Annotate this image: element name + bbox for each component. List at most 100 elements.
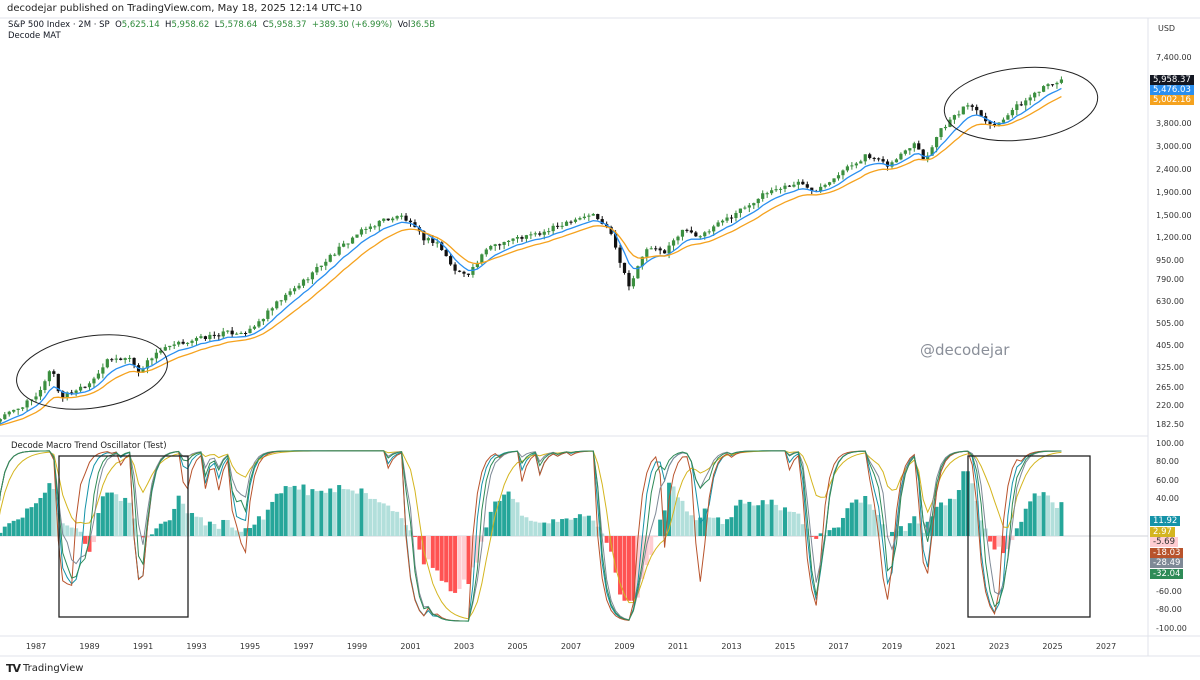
candle-body <box>899 153 903 160</box>
symbol-label[interactable]: S&P 500 Index · 2M · SP <box>8 20 110 30</box>
histogram-bar <box>127 502 132 536</box>
candle-body <box>694 232 698 237</box>
candle-body <box>74 390 78 393</box>
histogram-bar <box>274 493 279 536</box>
candle-body <box>836 175 841 179</box>
price-axis-label: 950.00 <box>1156 256 1184 266</box>
histogram-bar <box>198 517 203 536</box>
candle-body <box>992 123 997 126</box>
indicator-label[interactable]: Decode MAT <box>8 31 61 41</box>
histogram-bar <box>256 516 261 536</box>
candle-body <box>591 214 595 216</box>
candle-body <box>475 262 479 267</box>
histogram-bar <box>515 502 520 536</box>
histogram-bar <box>916 523 921 536</box>
histogram-bar <box>684 511 689 536</box>
histogram-bar <box>100 496 105 536</box>
candle-body <box>1010 109 1014 116</box>
candle-body <box>426 238 430 241</box>
histogram-bar <box>1014 528 1019 536</box>
candle-body <box>266 310 270 319</box>
candle-body <box>21 407 25 409</box>
histogram-bar <box>47 483 52 536</box>
candle-body <box>221 331 225 337</box>
histogram-bar <box>377 502 382 536</box>
candle-body <box>988 121 992 124</box>
candle-body <box>1041 86 1046 92</box>
price-axis-label: 790.00 <box>1156 274 1184 284</box>
candle-body <box>943 126 948 129</box>
osc-value-tag: -5.69 <box>1150 537 1178 548</box>
tradingview-logo[interactable]: TV TradingView <box>6 662 83 675</box>
histogram-bar <box>907 523 912 536</box>
histogram-bar <box>667 482 672 536</box>
histogram-bar <box>988 536 993 542</box>
annotations <box>16 66 1099 618</box>
candle-body <box>582 216 586 219</box>
histogram-bar <box>359 488 364 536</box>
histogram-bar <box>903 530 908 536</box>
histogram-bar <box>323 492 328 536</box>
candle-body <box>1015 104 1019 110</box>
candle-body <box>270 308 274 311</box>
histogram-bar <box>341 489 346 536</box>
histogram-bar <box>444 536 449 583</box>
candle-body <box>261 318 265 322</box>
candle-body <box>1006 115 1010 120</box>
histogram-bar <box>832 527 837 536</box>
candle-body <box>78 386 83 391</box>
histogram-bar <box>742 503 747 536</box>
candle-body <box>306 279 310 281</box>
candle-body <box>917 143 921 150</box>
candle-body <box>538 233 542 235</box>
histogram-bar <box>840 517 845 536</box>
histogram-bar <box>890 531 894 536</box>
price-tag: 5,002.16 <box>1150 95 1194 105</box>
candle-body <box>252 326 257 329</box>
histogram-bar <box>497 500 502 536</box>
candle-body <box>957 114 961 116</box>
histogram-bar <box>849 502 854 536</box>
osc-axis-label: -80.00 <box>1156 605 1182 614</box>
candle-body <box>440 242 444 251</box>
histogram-bar <box>301 484 306 536</box>
candle-body <box>506 240 511 243</box>
candle-body <box>70 392 74 394</box>
histogram-bar <box>466 536 471 585</box>
histogram-bar <box>172 508 177 536</box>
candle-body <box>1046 84 1050 87</box>
histogram-bar <box>417 536 422 550</box>
histogram-bar <box>1032 493 1037 536</box>
candle-body <box>738 208 743 213</box>
histogram-bar <box>368 498 373 536</box>
candle-body <box>132 357 136 366</box>
histogram-bar <box>20 517 25 536</box>
histogram-bar <box>221 519 226 536</box>
open-value: 5,625.14 <box>121 20 160 30</box>
time-axis-label: 1989 <box>79 642 100 651</box>
time-axis-label: 2005 <box>507 642 528 651</box>
histogram-bar <box>765 504 770 536</box>
histogram-bar <box>248 528 252 536</box>
histogram-bar <box>381 503 386 536</box>
histogram-bar <box>774 504 779 536</box>
histogram-bar <box>141 536 145 538</box>
histogram-bar <box>261 519 266 536</box>
oscillator-title[interactable]: Decode Macro Trend Oscillator (Test) <box>11 441 167 451</box>
candle-body <box>359 229 364 235</box>
histogram-bar <box>912 516 917 536</box>
histogram-bar <box>956 490 961 536</box>
candle-body <box>190 340 194 343</box>
candle-body <box>1033 92 1037 98</box>
histogram-bar <box>560 519 565 536</box>
price-axis-label: 182.50 <box>1156 419 1184 429</box>
candle-body <box>1059 79 1064 83</box>
candle-body <box>404 215 408 221</box>
histogram-bar <box>876 514 881 536</box>
candle-body <box>680 229 685 237</box>
price-axis-label: 7,400.00 <box>1156 53 1192 62</box>
time-axis-label: 2025 <box>1042 642 1063 651</box>
histogram-bar <box>1050 502 1055 536</box>
histogram-bar <box>658 519 663 536</box>
